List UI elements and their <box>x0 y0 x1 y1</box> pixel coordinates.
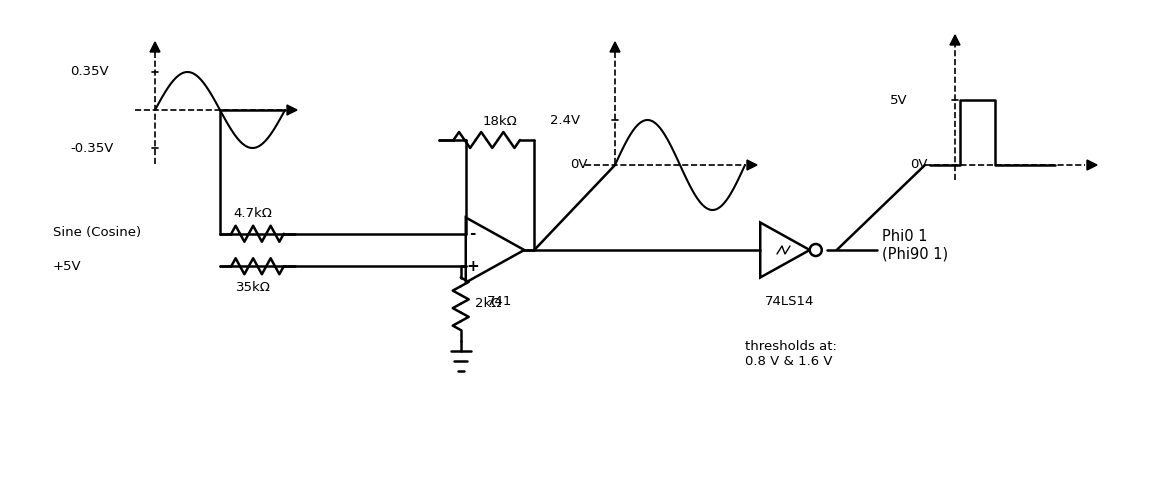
Text: 0.35V: 0.35V <box>70 65 109 79</box>
Text: -: - <box>469 226 476 241</box>
Text: 5V: 5V <box>890 94 908 106</box>
Text: 35kΩ: 35kΩ <box>236 281 271 294</box>
Text: 0V: 0V <box>569 158 587 171</box>
Polygon shape <box>1086 160 1097 170</box>
Text: +: + <box>467 259 480 274</box>
Polygon shape <box>760 222 810 278</box>
Text: 0V: 0V <box>910 158 928 171</box>
Polygon shape <box>287 105 296 115</box>
Text: thresholds at:
0.8 V & 1.6 V: thresholds at: 0.8 V & 1.6 V <box>745 340 837 368</box>
Polygon shape <box>151 42 160 52</box>
Polygon shape <box>950 35 960 45</box>
Text: Sine (Cosine): Sine (Cosine) <box>53 226 141 239</box>
Text: +5V: +5V <box>53 260 82 273</box>
Circle shape <box>810 244 822 256</box>
Text: Phi0 1
(Phi90 1): Phi0 1 (Phi90 1) <box>882 229 948 261</box>
Text: -0.35V: -0.35V <box>70 142 113 154</box>
Text: 18kΩ: 18kΩ <box>483 115 517 128</box>
Text: 741: 741 <box>488 295 512 308</box>
Polygon shape <box>466 217 524 283</box>
Text: 74LS14: 74LS14 <box>766 295 815 308</box>
Text: 2kΩ: 2kΩ <box>475 297 501 310</box>
Polygon shape <box>747 160 757 170</box>
Text: 2.4V: 2.4V <box>550 113 580 127</box>
Polygon shape <box>610 42 620 52</box>
Text: 4.7kΩ: 4.7kΩ <box>233 207 272 220</box>
